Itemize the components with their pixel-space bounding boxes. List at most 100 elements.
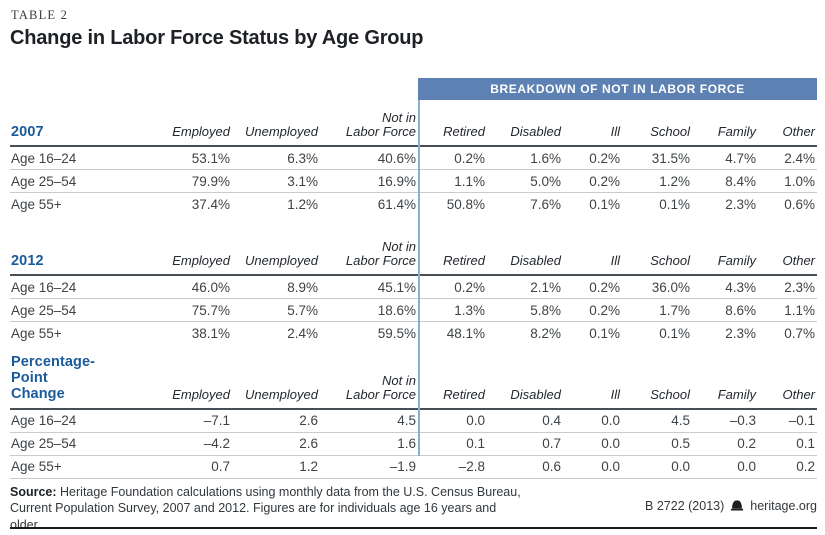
value-cell: 0.0: [692, 454, 758, 479]
value-cell: 0.2%: [589, 150, 620, 166]
table-row: Age 25–54 75.7% 5.7% 18.6% 1.3% 5.8% 0.2…: [10, 298, 817, 322]
col-header-school: School: [622, 354, 692, 410]
site-link: heritage.org: [750, 498, 817, 513]
table-region: BREAKDOWN OF NOT IN LABOR FORCE 2007 Emp…: [10, 78, 817, 479]
header-row: 2012 Employed Unemployed Not in Labor Fo…: [10, 229, 817, 276]
value-cell: 4.7%: [725, 150, 756, 166]
value-cell: –0.1: [788, 413, 815, 429]
value-cell: 8.6%: [692, 298, 758, 322]
value-cell: 0.1%: [563, 321, 622, 344]
footer: Source: Heritage Foundation calculations…: [10, 484, 817, 532]
value-cell: 0.0: [601, 413, 620, 429]
source-note: Source: Heritage Foundation calculations…: [10, 484, 530, 533]
header-row: Percentage-Point Change Employed Unemplo…: [10, 354, 817, 410]
col-header-school: School: [622, 229, 692, 276]
row-label: Age 25–54: [10, 169, 130, 193]
col-header-retired: Retired: [418, 229, 487, 276]
value-cell: 1.0%: [758, 169, 817, 193]
value-cell: 0.7%: [758, 321, 817, 344]
value-cell: 2.6: [232, 431, 320, 456]
value-cell: –0.3: [729, 413, 756, 429]
value-cell: 5.7%: [232, 298, 320, 322]
row-label: Age 25–54: [10, 298, 130, 322]
value-cell: 61.4%: [320, 192, 418, 215]
value-cell: 45.1%: [377, 279, 416, 295]
row-label: Age 55+: [10, 321, 130, 344]
value-cell: 5.8%: [487, 298, 563, 322]
value-cell: 0.1%: [563, 192, 622, 215]
value-cell: 6.3%: [287, 150, 318, 166]
value-cell: 0.0: [563, 454, 622, 479]
section-table-2012: 2012 Employed Unemployed Not in Labor Fo…: [10, 229, 817, 344]
value-cell: 0.2%: [454, 150, 485, 166]
value-cell: 8.9%: [287, 279, 318, 295]
table-row: Age 16–24 –7.1 2.6 4.5 0.0 0.4 0.0 4.5 –…: [10, 409, 817, 433]
table-title: Change in Labor Force Status by Age Grou…: [10, 27, 424, 49]
col-header-ill: Ill: [563, 354, 622, 410]
col-header-other: Other: [758, 229, 817, 276]
value-cell: 0.1: [418, 431, 487, 456]
value-cell: 4.5: [671, 413, 690, 429]
row-label: Age 55+: [10, 454, 130, 479]
value-cell: 0.2: [692, 431, 758, 456]
value-cell: 40.6%: [377, 150, 416, 166]
header-row: 2007 Employed Unemployed Not in Labor Fo…: [10, 100, 817, 147]
value-cell: 0.6%: [758, 192, 817, 215]
value-cell: 50.8%: [418, 192, 487, 215]
value-cell: 0.0: [622, 454, 692, 479]
col-header-employed: Employed: [130, 100, 232, 147]
col-header-other: Other: [758, 100, 817, 147]
value-cell: –2.8: [418, 454, 487, 479]
value-cell: 0.1: [758, 431, 817, 456]
table-row: Age 16–24 53.1% 6.3% 40.6% 0.2% 1.6% 0.2…: [10, 146, 817, 170]
table-row: Age 55+ 37.4% 1.2% 61.4% 50.8% 7.6% 0.1%…: [10, 192, 817, 215]
breakdown-banner: BREAKDOWN OF NOT IN LABOR FORCE: [418, 78, 817, 100]
value-cell: 0.0: [563, 431, 622, 456]
value-cell: 75.7%: [130, 298, 232, 322]
value-cell: 48.1%: [418, 321, 487, 344]
row-label: Age 16–24: [11, 413, 77, 429]
col-header-employed: Employed: [130, 354, 232, 410]
report-id: B 2722 (2013): [645, 498, 725, 513]
row-label: Age 16–24: [11, 279, 77, 295]
row-label: Age 16–24: [11, 150, 77, 166]
value-cell: 0.2%: [589, 279, 620, 295]
col-header-family: Family: [692, 229, 758, 276]
col-header-employed: Employed: [130, 229, 232, 276]
value-cell: 31.5%: [651, 150, 690, 166]
col-header-disabled: Disabled: [487, 354, 563, 410]
value-cell: 1.2: [232, 454, 320, 479]
table-number: TABLE 2: [11, 8, 69, 22]
col-header-disabled: Disabled: [487, 229, 563, 276]
table-row: Age 25–54 –4.2 2.6 1.6 0.1 0.7 0.0 0.5 0…: [10, 431, 817, 456]
col-header-retired: Retired: [418, 100, 487, 147]
table-row: Age 25–54 79.9% 3.1% 16.9% 1.1% 5.0% 0.2…: [10, 169, 817, 193]
value-cell: 0.4: [542, 413, 561, 429]
value-cell: 1.6%: [530, 150, 561, 166]
section-label: Percentage-Point Change: [10, 354, 130, 410]
col-header-family: Family: [692, 100, 758, 147]
row-label: Age 25–54: [10, 431, 130, 456]
row-label: Age 55+: [10, 192, 130, 215]
source-text-1: Heritage Foundation calculations using m…: [56, 485, 521, 499]
section-label: 2007: [10, 100, 130, 147]
section-label: 2012: [10, 229, 130, 276]
value-cell: 5.0%: [487, 169, 563, 193]
value-cell: 18.6%: [320, 298, 418, 322]
value-cell: 2.1%: [530, 279, 561, 295]
figure-bottom-rule: [10, 527, 817, 529]
value-cell: 4.5: [397, 413, 416, 429]
col-header-disabled: Disabled: [487, 100, 563, 147]
value-cell: 79.9%: [130, 169, 232, 193]
value-cell: 1.7%: [622, 298, 692, 322]
col-header-school: School: [622, 100, 692, 147]
value-cell: 0.2: [758, 454, 817, 479]
value-cell: 2.6: [299, 413, 318, 429]
col-header-unemployed: Unemployed: [232, 354, 320, 410]
table-row: Age 55+ 0.7 1.2 –1.9 –2.8 0.6 0.0 0.0 0.…: [10, 454, 817, 479]
table-row: Age 55+ 38.1% 2.4% 59.5% 48.1% 8.2% 0.1%…: [10, 321, 817, 344]
value-cell: 53.1%: [191, 150, 230, 166]
value-cell: 16.9%: [320, 169, 418, 193]
value-cell: 0.0: [466, 413, 485, 429]
value-cell: 0.7: [130, 454, 232, 479]
